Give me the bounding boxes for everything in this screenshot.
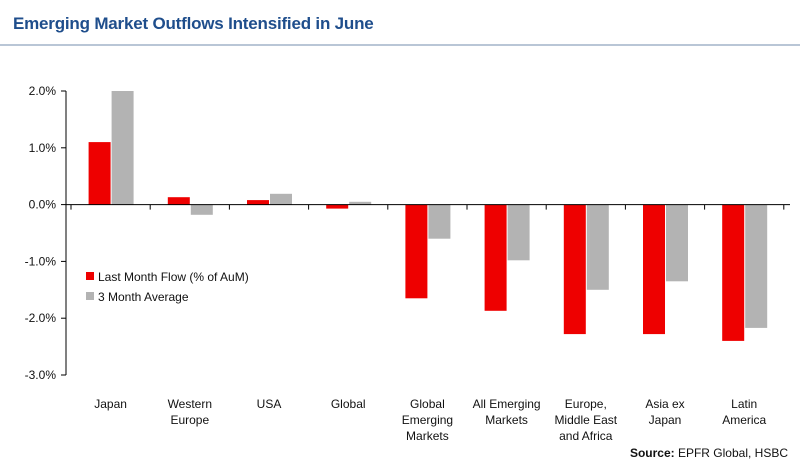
x-category-label-line: Global bbox=[331, 397, 366, 411]
bar-last-month bbox=[88, 142, 111, 205]
bar-3-month-average bbox=[270, 193, 292, 205]
x-category-label: USA bbox=[257, 397, 282, 411]
y-tick-label: 2.0% bbox=[29, 84, 57, 98]
x-category-label-line: USA bbox=[257, 397, 282, 411]
chart-title: Emerging Market Outflows Intensified in … bbox=[13, 14, 374, 33]
x-category-label-line: Europe, bbox=[565, 397, 607, 411]
bar-last-month bbox=[563, 204, 586, 335]
x-category-label-line: Japan bbox=[649, 413, 682, 427]
y-tick-label: 1.0% bbox=[29, 141, 57, 155]
x-category-label-line: and Africa bbox=[559, 429, 613, 443]
x-category-label-line: Global bbox=[410, 397, 445, 411]
legend-label: 3 Month Average bbox=[98, 290, 189, 304]
x-category-label-line: America bbox=[722, 413, 766, 427]
y-tick-label: -3.0% bbox=[25, 368, 57, 382]
x-category-label-line: Asia ex bbox=[645, 397, 684, 411]
x-category-label-line: Western bbox=[168, 397, 212, 411]
bar-last-month bbox=[405, 204, 428, 299]
bar-3-month-average bbox=[745, 204, 768, 328]
x-category-label-line: All Emerging bbox=[473, 397, 541, 411]
x-category-label: Latin America bbox=[722, 397, 766, 427]
bar-last-month bbox=[484, 204, 507, 311]
source-label: Source: bbox=[629, 446, 675, 460]
bar-last-month bbox=[722, 204, 745, 341]
bar-3-month-average bbox=[349, 201, 372, 205]
x-category-label-line: Markets bbox=[485, 413, 528, 427]
x-category-label: All Emerging Markets bbox=[473, 397, 541, 427]
legend-label: Last Month Flow (% of AuM) bbox=[98, 270, 249, 284]
x-category-label: Global Emerging Markets bbox=[402, 397, 453, 443]
x-category-label: Global bbox=[331, 397, 366, 411]
x-category-label: Asia ex Japan bbox=[645, 397, 684, 427]
x-category-label: Western Europe bbox=[168, 397, 212, 427]
bar-last-month bbox=[643, 204, 665, 335]
bar-3-month-average bbox=[586, 204, 609, 290]
title-divider bbox=[0, 44, 800, 46]
source-text: EPFR Global, HSBC bbox=[674, 446, 788, 460]
bar-last-month bbox=[247, 200, 269, 205]
x-category-label-line: Latin bbox=[731, 397, 757, 411]
x-category-label: Japan bbox=[94, 397, 127, 411]
x-category-label-line: Markets bbox=[406, 429, 449, 443]
bar-3-month-average bbox=[111, 91, 134, 205]
x-category-label: Europe, Middle East and Africa bbox=[554, 397, 617, 443]
y-tick-label: 0.0% bbox=[29, 198, 57, 212]
y-tick-label: -1.0% bbox=[25, 254, 57, 268]
bar-3-month-average bbox=[666, 204, 688, 282]
x-category-label-line: Middle East bbox=[554, 413, 617, 427]
bar-last-month bbox=[326, 204, 349, 209]
bar-3-month-average bbox=[190, 204, 213, 215]
source-note: Source: EPFR Global, HSBC bbox=[630, 446, 788, 460]
bar-3-month-average bbox=[507, 204, 530, 261]
y-tick-label: -2.0% bbox=[25, 311, 57, 325]
x-category-label-line: Europe bbox=[170, 413, 209, 427]
bar-last-month bbox=[167, 197, 190, 205]
legend-swatch bbox=[86, 292, 94, 300]
x-category-label-line: Japan bbox=[94, 397, 127, 411]
x-category-label-line: Emerging bbox=[402, 413, 453, 427]
legend-swatch bbox=[86, 272, 94, 280]
bar-3-month-average bbox=[428, 204, 451, 239]
